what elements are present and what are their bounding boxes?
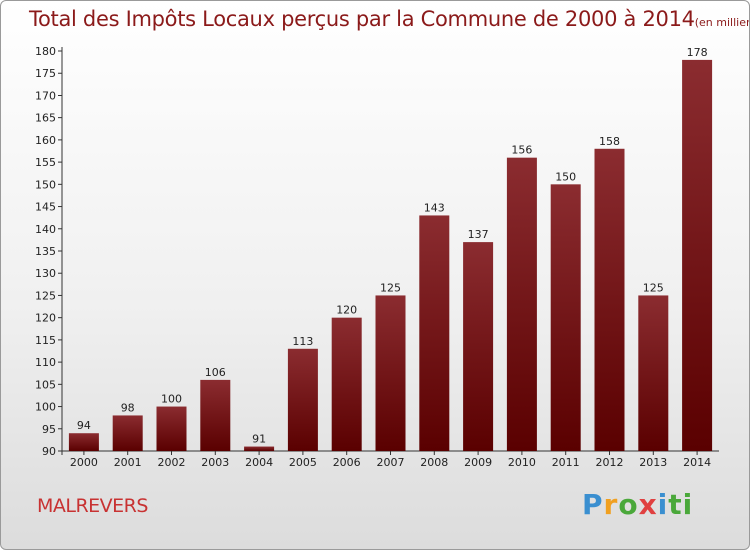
- x-tick-label: 2014: [683, 456, 711, 469]
- bar-2012: [594, 148, 625, 451]
- x-tick-label: 2007: [377, 456, 405, 469]
- x-tick-label: 2006: [333, 456, 361, 469]
- y-tick-label: 125: [35, 289, 56, 302]
- chart-title-text: Total des Impôts Locaux perçus par la Co…: [29, 7, 695, 31]
- x-axis: 2000 2001 2002 2003 2004 2005 2006 2007 2008 2009…: [62, 450, 719, 469]
- bar-2008: [419, 215, 450, 451]
- x-tick-label: 2010: [508, 456, 536, 469]
- bar-2014: [682, 59, 713, 452]
- data-label-2008: 143: [424, 201, 445, 214]
- logo-letter: x: [638, 488, 658, 521]
- x-tick-label: 2003: [201, 456, 229, 469]
- y-tick-label: 140: [35, 223, 56, 236]
- y-axis: 90 95 100 105 110 115 120 125 130 135 140 145 150 155…: [35, 45, 63, 458]
- y-tick-label: 135: [35, 245, 56, 258]
- y-tick-label: 170: [35, 89, 56, 102]
- y-tick-label: 90: [42, 445, 56, 458]
- y-tick-label: 100: [35, 401, 56, 414]
- bar-2013: [638, 295, 669, 451]
- bar-2003: [200, 379, 231, 451]
- data-label-2007: 125: [380, 281, 401, 294]
- data-label-2010: 156: [511, 144, 532, 157]
- y-tick-label: 165: [35, 112, 56, 125]
- bar-2011: [550, 184, 581, 452]
- bar-2010: [506, 157, 537, 451]
- logo-letter: ti: [668, 488, 694, 521]
- data-label-2006: 120: [336, 304, 357, 317]
- x-tick-label: 2000: [70, 456, 98, 469]
- y-tick-label: 150: [35, 178, 56, 191]
- bar-2007: [375, 295, 406, 451]
- y-tick-label: 155: [35, 156, 56, 169]
- x-tick-label: 2002: [158, 456, 186, 469]
- y-tick-label: 175: [35, 67, 56, 80]
- data-label-2004: 91: [252, 433, 266, 446]
- data-label-2002: 100: [161, 393, 182, 406]
- logo-letter: i: [657, 488, 669, 521]
- bar-2001: [112, 415, 143, 451]
- bar-2002: [156, 406, 187, 451]
- y-tick-label: 115: [35, 334, 56, 347]
- x-tick-label: 2012: [596, 456, 624, 469]
- bar-2004: [244, 446, 275, 451]
- x-tick-label: 2001: [114, 456, 142, 469]
- bar-2005: [287, 348, 318, 451]
- data-label-2014: 178: [687, 46, 708, 59]
- bar-2009: [463, 242, 494, 451]
- data-label-2012: 158: [599, 135, 620, 148]
- chart-unit: (en milliers d'€): [694, 16, 749, 29]
- data-label-2005: 113: [292, 335, 313, 348]
- y-tick-label: 95: [42, 423, 56, 436]
- x-tick-label: 2011: [552, 456, 580, 469]
- y-tick-label: 105: [35, 378, 56, 391]
- x-tick-label: 2008: [420, 456, 448, 469]
- logo-letter: r: [603, 488, 619, 521]
- data-labels: 94 98 100 106 91 113 120 125 143 137 156 150 158 125 1…: [77, 46, 708, 446]
- y-tick-label: 120: [35, 312, 56, 325]
- data-label-2000: 94: [77, 419, 91, 432]
- data-label-2011: 150: [555, 170, 576, 183]
- x-tick-label: 2005: [289, 456, 317, 469]
- data-label-2013: 125: [643, 281, 664, 294]
- logo-letter: P: [582, 488, 604, 521]
- chart-title: Total des Impôts Locaux perçus par la Co…: [29, 7, 749, 31]
- data-label-2009: 137: [468, 228, 489, 241]
- y-tick-label: 180: [35, 45, 56, 58]
- bar-2006: [331, 317, 362, 451]
- bar-2000: [68, 433, 99, 451]
- logo-letter: o: [618, 488, 639, 521]
- bars: [68, 59, 713, 452]
- x-tick-label: 2009: [464, 456, 492, 469]
- commune-name: MALREVERS: [37, 495, 148, 517]
- data-label-2003: 106: [205, 366, 226, 379]
- y-tick-label: 110: [35, 356, 56, 369]
- x-tick-label: 2004: [245, 456, 273, 469]
- x-tick-label: 2013: [639, 456, 667, 469]
- data-label-2001: 98: [121, 401, 135, 414]
- proxiti-logo: Proxiti: [582, 488, 693, 521]
- y-tick-label: 145: [35, 201, 56, 214]
- y-tick-label: 160: [35, 134, 56, 147]
- y-tick-label: 130: [35, 267, 56, 280]
